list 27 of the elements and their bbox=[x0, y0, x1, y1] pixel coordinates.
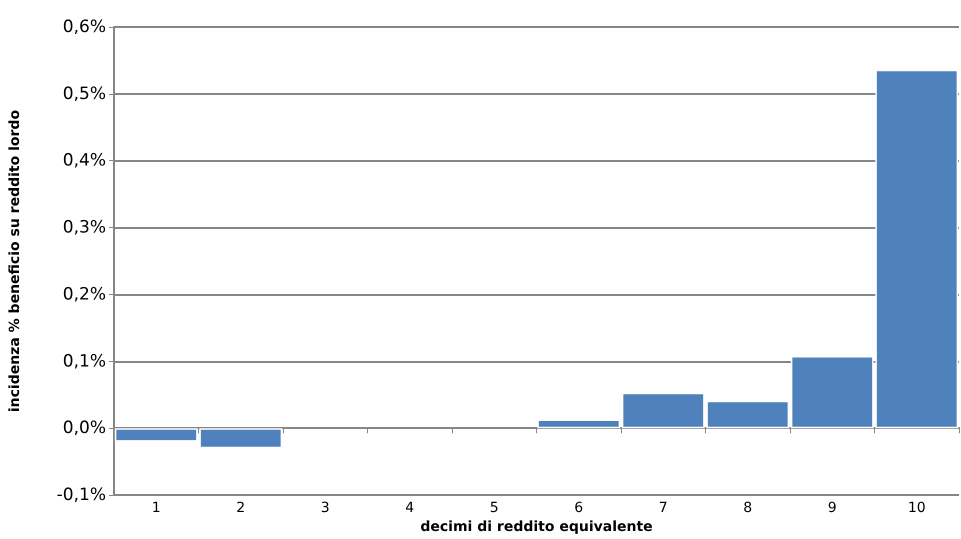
y-tick-label: -0,1% bbox=[56, 485, 106, 506]
x-tick-label: 4 bbox=[405, 500, 414, 516]
y-tick-label: 0,2% bbox=[62, 284, 106, 304]
bar bbox=[114, 428, 198, 442]
x-tick-label: 3 bbox=[320, 500, 330, 516]
y-tick-label: 0,6% bbox=[62, 17, 106, 37]
bar bbox=[199, 428, 282, 448]
x-tick-label: 2 bbox=[236, 500, 246, 516]
bar bbox=[875, 70, 958, 428]
x-tick-label: 10 bbox=[908, 500, 926, 516]
y-tick-label: 0,1% bbox=[62, 351, 106, 372]
x-tick-label: 9 bbox=[828, 500, 837, 516]
bar bbox=[706, 400, 790, 428]
x-tick-label: 6 bbox=[574, 500, 584, 516]
y-tick-label: 0,3% bbox=[62, 218, 106, 238]
x-tick-label: 7 bbox=[658, 500, 668, 516]
y-tick-label: 0,4% bbox=[62, 150, 106, 171]
y-tick-label: 0,5% bbox=[62, 84, 106, 104]
bar bbox=[790, 356, 874, 428]
x-axis-title: decimi di reddito equivalente bbox=[420, 519, 653, 535]
x-tick-label: 8 bbox=[743, 500, 752, 516]
y-tick-label: 0,0% bbox=[62, 418, 106, 438]
y-axis-title: incidenza % beneficio su reddito lordo bbox=[7, 110, 23, 412]
x-tick-label: 5 bbox=[490, 500, 499, 516]
bar bbox=[537, 420, 620, 428]
bar bbox=[622, 392, 705, 428]
x-tick-label: 1 bbox=[152, 500, 161, 516]
